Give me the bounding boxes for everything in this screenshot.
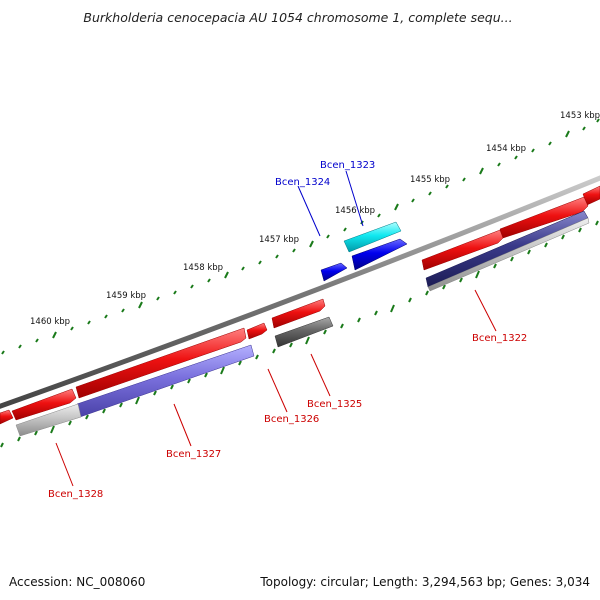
gene-label-bcen-1325[interactable]: Bcen_1325 — [307, 399, 362, 410]
accession-text: Accession: NC_008060 — [9, 575, 145, 589]
scale-label: 1460 kbp — [30, 317, 70, 327]
gene-bcen-1322-tail[interactable] — [427, 217, 590, 292]
leader-bcen-1325 — [310, 353, 331, 397]
leader-bcen-1324 — [297, 185, 321, 237]
gene-arrow[interactable] — [271, 298, 326, 329]
gene-arrow[interactable] — [0, 409, 14, 425]
gene-label-bcen-1327[interactable]: Bcen_1327 — [166, 449, 221, 460]
scale-label: 1457 kbp — [259, 235, 299, 245]
gene-labels: Bcen_1323 Bcen_1324 Bcen_1322 Bcen_1325 … — [48, 160, 527, 500]
scale-label: 1456 kbp — [335, 206, 375, 216]
outer-tick-ring — [1, 118, 600, 355]
leader-bcen-1328 — [55, 442, 74, 487]
gene-bcen-1328[interactable] — [15, 403, 82, 437]
leader-bcen-1327 — [173, 403, 192, 447]
gene-label-bcen-1328[interactable]: Bcen_1328 — [48, 489, 103, 500]
inner-tick-ring — [0, 220, 599, 448]
scale-label: 1454 kbp — [486, 144, 526, 154]
scale-labels: 1453 kbp 1454 kbp 1455 kbp 1456 kbp 1457… — [30, 111, 600, 327]
gene-arrow[interactable] — [421, 229, 504, 271]
gene-arrow[interactable] — [75, 327, 247, 399]
scale-label: 1458 kbp — [183, 263, 223, 273]
gene-bcen-1325[interactable] — [274, 316, 334, 348]
genome-backbone — [0, 175, 600, 409]
leader-bcen-1326 — [267, 368, 288, 413]
map-title: Burkholderia cenocepacia AU 1054 chromos… — [83, 10, 512, 25]
label-leaders — [55, 170, 497, 487]
scale-label: 1453 kbp — [560, 111, 600, 121]
gene-bcen-1324-small[interactable] — [320, 262, 348, 282]
leader-bcen-1323 — [345, 170, 364, 227]
leader-bcen-1322 — [474, 289, 497, 332]
gene-arrow[interactable] — [246, 322, 268, 340]
gene-bcen-1323[interactable] — [343, 221, 402, 253]
gene-label-bcen-1326[interactable]: Bcen_1326 — [264, 414, 319, 425]
gene-label-bcen-1323[interactable]: Bcen_1323 — [320, 160, 375, 171]
scale-label: 1459 kbp — [106, 291, 146, 301]
reverse-strand-genes[interactable] — [15, 210, 590, 437]
topology-text: Topology: circular; Length: 3,294,563 bp… — [259, 575, 590, 589]
forward-strand-genes[interactable] — [0, 185, 600, 425]
gene-label-bcen-1324[interactable]: Bcen_1324 — [275, 177, 330, 188]
gene-bcen-1324-main[interactable] — [351, 238, 408, 271]
gene-label-bcen-1322[interactable]: Bcen_1322 — [472, 333, 527, 344]
gene-arrow[interactable] — [11, 388, 77, 421]
scale-label: 1455 kbp — [410, 175, 450, 185]
